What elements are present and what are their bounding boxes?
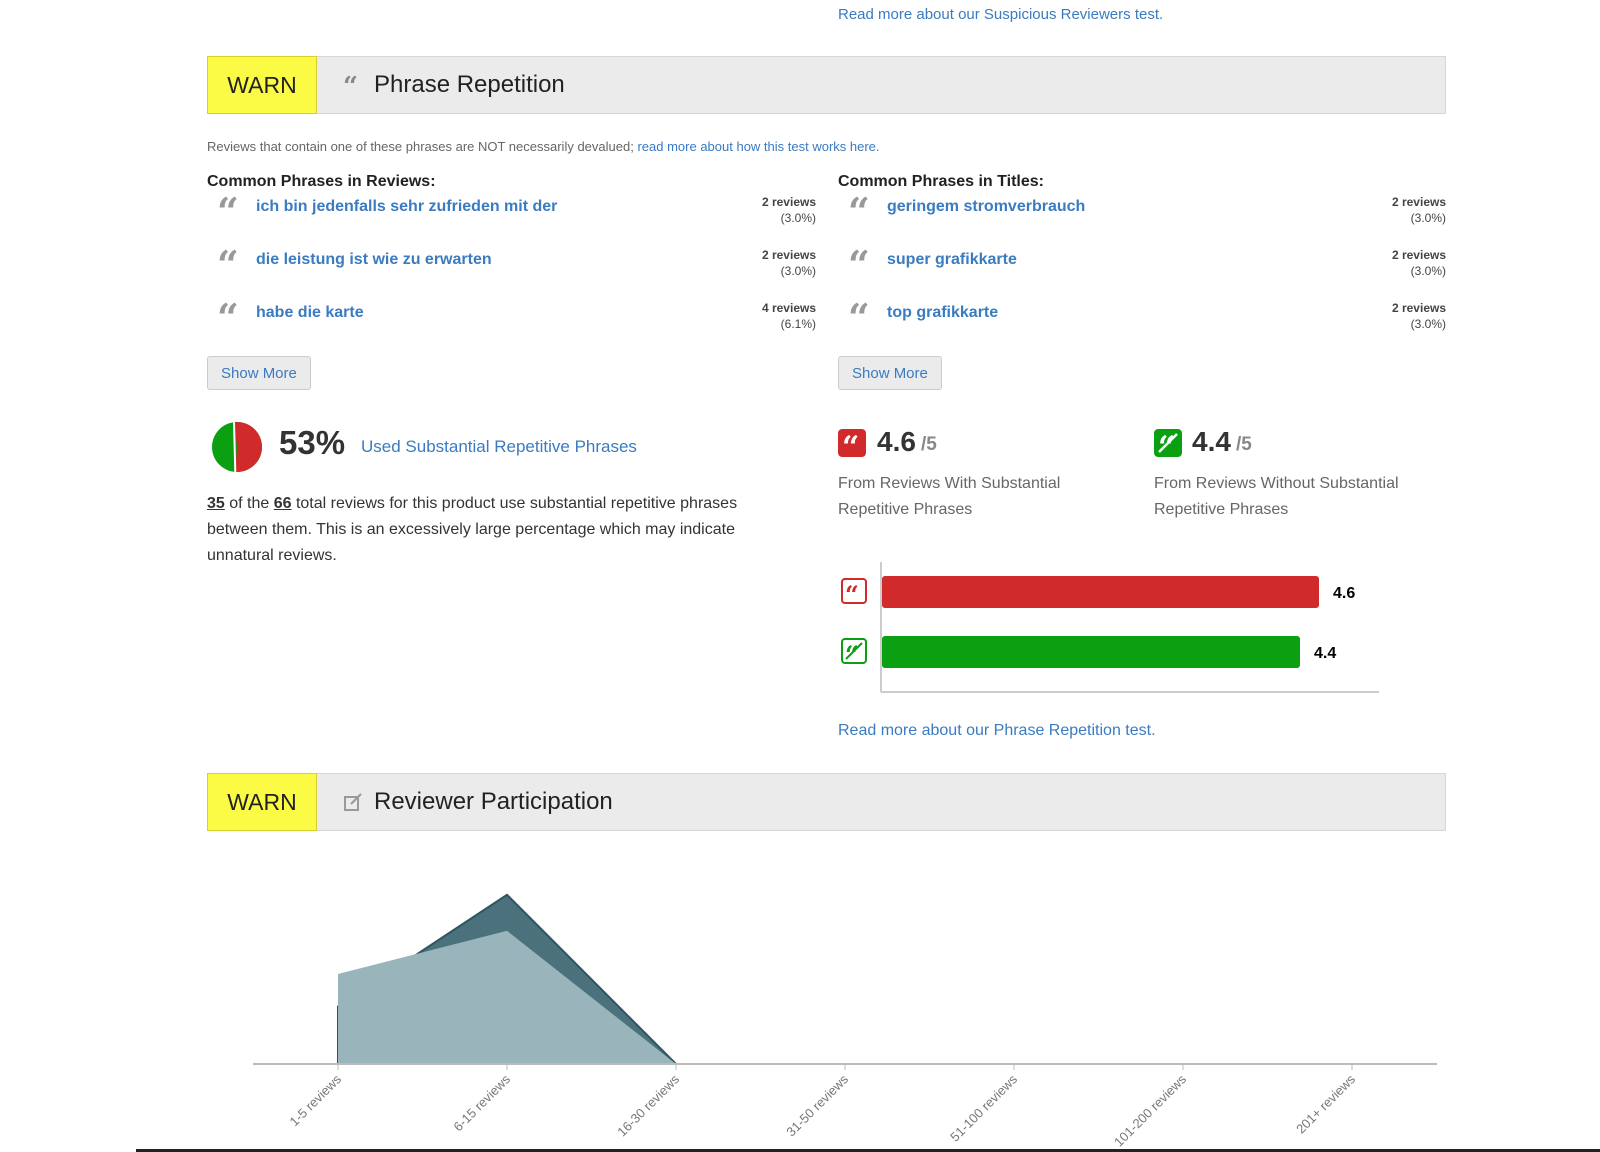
reviewer-participation-chart: 1-5 reviews 6-15 reviews 16-30 reviews 31-5… [253,893,1437,1150]
warn-badge: WARN [207,56,317,114]
no-quote-icon: “ [1154,429,1182,457]
suspicious-reviewers-link[interactable]: Read more about our Suspicious Reviewers… [838,6,1164,23]
total-count: 66 [273,495,292,512]
pie-divider [233,422,237,472]
summary-text: total reviews for this product use subst… [207,495,738,564]
phrase-count: 2 reviews (3.0%) [1391,301,1446,331]
bar-without-repetition [882,636,1300,668]
phrase-note: Reviews that contain one of these phrase… [207,139,880,154]
phrase-count: 2 reviews (3.0%) [761,195,816,225]
title-phrase-item: “ super grafikkarte 2 reviews (3.0%) [838,245,1446,299]
phrase-repetition-link[interactable]: Read more about our Phrase Repetition te… [838,722,1156,739]
repetitive-count: 35 [207,495,225,512]
phrase-count: 2 reviews (3.0%) [761,248,816,278]
phrase-link[interactable]: habe die karte [256,304,364,321]
x-tick-label: 201+ reviews [1293,1071,1358,1136]
bar-value-label: 4.6 [1333,585,1355,602]
summary-text: of the [224,495,274,512]
review-phrase-item: “ ich bin jedenfalls sehr zufrieden mit … [207,192,816,246]
bar-with-repetition [882,576,1319,608]
repetitive-phrases-link[interactable]: Used Substantial Repetitive Phrases [361,437,637,456]
x-tick-label: 31-50 reviews [783,1071,851,1139]
svg-text:“: “ [845,580,859,609]
quote-icon: “ [848,295,870,340]
score-without-denominator: /5 [1236,434,1252,455]
pie-repetitive-slice [234,422,262,472]
review-phrase-item: “ habe die karte 4 reviews (6.1%) [207,298,816,352]
title-phrase-item: “ top grafikkarte 2 reviews (3.0%) [838,298,1446,352]
warn-badge: WARN [207,773,317,831]
phrase-count: 2 reviews (3.0%) [1391,195,1446,225]
show-more-titles-button[interactable]: Show More [838,356,942,390]
phrase-link[interactable]: die leistung ist wie zu erwarten [256,251,492,268]
quote-icon: “ [848,189,870,234]
phrase-link[interactable]: geringem stromverbrauch [887,198,1086,215]
score-comparison-chart: “ “ 4.6 4.4 [841,562,1379,693]
bar-icon-quote: “ [841,578,867,609]
quote-icon: “ [217,189,239,234]
area-series-0 [338,930,1352,1064]
section-title: Reviewer Participation [374,788,613,815]
score-with-value: 4.6 [877,426,916,457]
score-without-value: 4.4 [1192,426,1231,457]
score-without-label: From Reviews Without Substantial Repetit… [1154,475,1399,518]
x-tick-label: 1-5 reviews [287,1071,345,1129]
repetition-summary: 35 of the 66 total reviews for this prod… [207,491,767,569]
score-with-label: From Reviews With Substantial Repetitive… [838,475,1061,518]
phrase-repetition-header: WARN “ Phrase Repetition [207,56,1446,114]
phrase-link[interactable]: top grafikkarte [887,304,999,321]
quote-icon: “ [343,75,358,95]
reviewer-participation-header: WARN Reviewer Participation [207,773,1446,831]
titles-phrases-heading: Common Phrases in Titles: [838,173,1044,190]
x-tick-label: 16-30 reviews [614,1071,682,1139]
svg-text:“: “ [343,75,358,95]
x-tick-label: 6-15 reviews [450,1071,513,1134]
review-phrase-item: “ die leistung ist wie zu erwarten 2 rev… [207,245,816,299]
svg-text:“: “ [842,430,859,457]
how-test-works-link[interactable]: read more about how this test works here… [637,139,880,154]
repetition-pie-chart [212,422,262,472]
quote-icon: “ [217,242,239,287]
reviews-phrases-heading: Common Phrases in Reviews: [207,173,436,190]
bar-icon-no-quote: “ [841,638,867,669]
phrase-link[interactable]: ich bin jedenfalls sehr zufrieden mit de… [256,198,558,215]
quote-icon: “ [217,295,239,340]
score-with-denominator: /5 [921,434,937,455]
phrase-link[interactable]: super grafikkarte [887,251,1017,268]
quote-icon: “ [848,242,870,287]
section-title: Phrase Repetition [374,71,565,98]
show-more-reviews-button[interactable]: Show More [207,356,311,390]
x-tick-label: 51-100 reviews [947,1071,1020,1144]
page-divider [136,1149,1600,1152]
phrase-count: 4 reviews (6.1%) [761,301,816,331]
edit-icon [344,793,362,811]
x-tick-label: 101-200 reviews [1111,1071,1189,1149]
bar-value-label: 4.4 [1314,645,1336,662]
repetition-percent: 53% [279,424,346,461]
phrase-count: 2 reviews (3.0%) [1391,248,1446,278]
note-text: Reviews that contain one of these phrase… [207,139,638,154]
quote-icon: “ [838,429,866,457]
title-phrase-item: “ geringem stromverbrauch 2 reviews (3.0%… [838,192,1446,246]
